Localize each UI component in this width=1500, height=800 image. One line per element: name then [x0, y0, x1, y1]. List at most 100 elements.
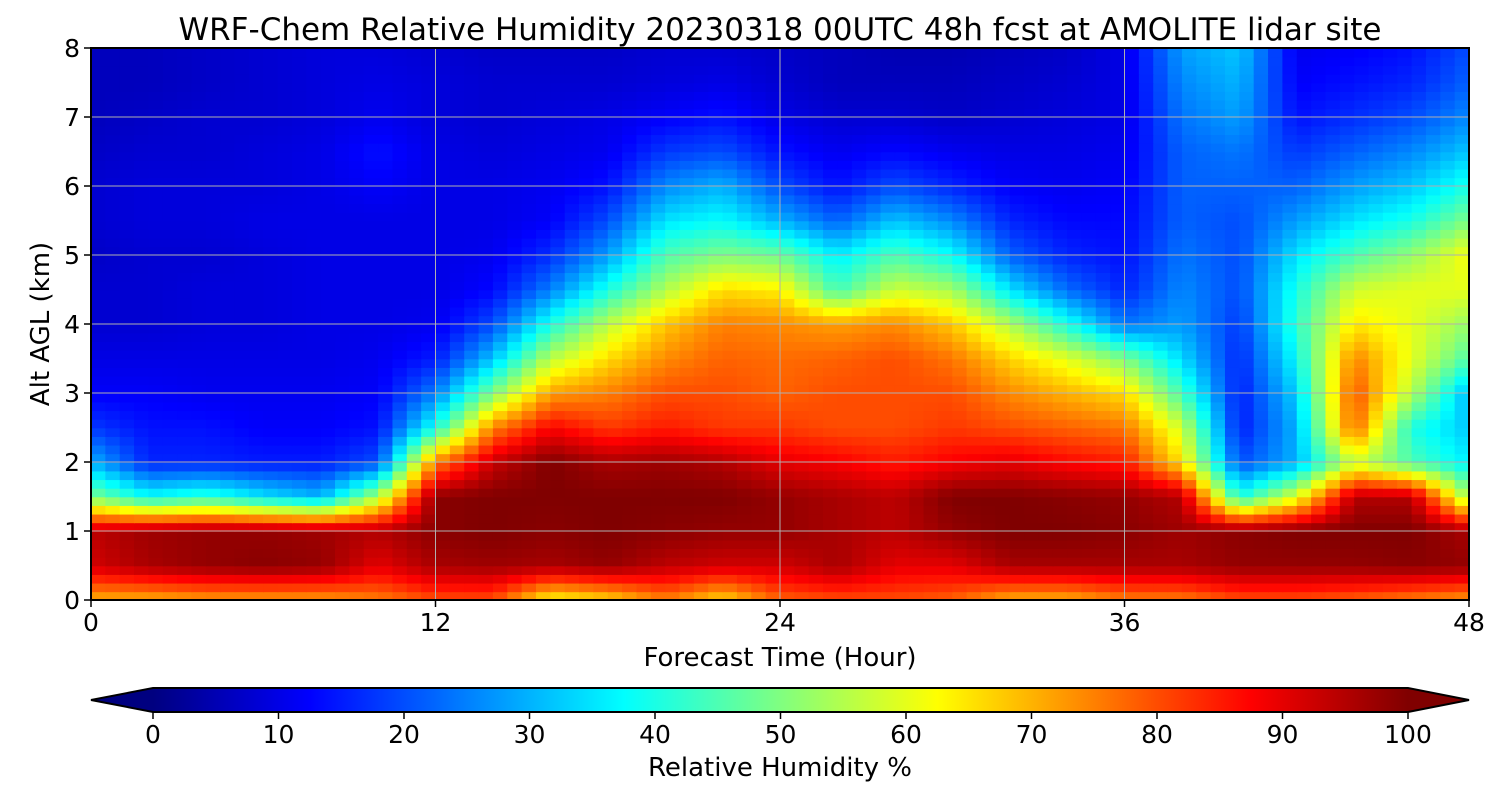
heatmap-cell [1282, 418, 1298, 429]
heatmap-cell [579, 203, 595, 213]
heatmap-cell [923, 418, 939, 429]
heatmap-cell [1153, 470, 1169, 481]
heatmap-cell [650, 479, 666, 489]
heatmap-cell [1024, 548, 1040, 558]
heatmap-cell [119, 272, 135, 282]
heatmap-cell [808, 582, 824, 593]
heatmap-cell [1440, 565, 1456, 575]
heatmap-cell [1440, 237, 1456, 248]
heatmap-cell [435, 194, 451, 205]
heatmap-cell [1282, 194, 1298, 205]
heatmap-cell [909, 358, 925, 368]
heatmap-cell [1052, 246, 1068, 256]
heatmap-cell [306, 177, 322, 187]
heatmap-cell [564, 306, 580, 317]
heatmap-cell [1052, 418, 1068, 429]
heatmap-cell [435, 556, 451, 567]
heatmap-cell [622, 470, 638, 481]
heatmap-cell [1210, 444, 1226, 455]
heatmap-cell [650, 255, 666, 265]
heatmap-cell [708, 349, 724, 360]
heatmap-cell [1181, 246, 1198, 256]
heatmap-cell [248, 393, 265, 403]
heatmap-cell [1282, 479, 1298, 489]
heatmap-cell [966, 487, 982, 498]
heatmap-cell [435, 436, 451, 446]
heatmap-cell [607, 194, 623, 205]
heatmap-cell [851, 151, 867, 161]
heatmap-cell [866, 574, 882, 584]
heatmap-cell [91, 591, 107, 600]
heatmap-cell [263, 289, 279, 299]
heatmap-cell [550, 513, 566, 524]
heatmap-cell [650, 237, 666, 248]
heatmap-cell [378, 513, 394, 524]
heatmap-cell [1397, 462, 1413, 472]
heatmap-cell [177, 548, 193, 558]
heatmap-cell [507, 522, 523, 532]
heatmap-cell [1296, 349, 1312, 360]
heatmap-cell [1296, 384, 1312, 394]
heatmap-cell [1052, 453, 1068, 463]
heatmap-cell [550, 186, 566, 196]
heatmap-cell [894, 539, 910, 550]
heatmap-cell [1253, 556, 1269, 567]
heatmap-cell [780, 255, 796, 265]
heatmap-cell [263, 591, 279, 600]
heatmap-cell [1382, 505, 1399, 515]
heatmap-cell [1454, 194, 1469, 205]
heatmap-cell [105, 194, 121, 205]
heatmap-cell [794, 272, 810, 282]
heatmap-cell [722, 444, 738, 455]
heatmap-cell [1210, 574, 1226, 584]
heatmap-cell [1339, 505, 1355, 515]
heatmap-cell [1167, 582, 1183, 593]
heatmap-cell [148, 272, 164, 282]
heatmap-cell [1296, 177, 1312, 187]
heatmap-cell [736, 203, 753, 213]
heatmap-cell [1339, 375, 1355, 386]
heatmap-cell [435, 591, 451, 600]
heatmap-cell [550, 324, 566, 334]
heatmap-cell [1239, 470, 1255, 481]
heatmap-cell [1138, 358, 1155, 368]
heatmap-cell [335, 574, 351, 584]
heatmap-cell [1038, 436, 1054, 446]
heatmap-cell [1124, 556, 1140, 567]
heatmap-cell [349, 341, 365, 351]
heatmap-cell [1368, 229, 1384, 239]
heatmap-cell [349, 375, 365, 386]
heatmap-cell [1239, 280, 1255, 291]
heatmap-cell [248, 289, 265, 299]
heatmap-cell [1268, 513, 1284, 524]
heatmap-cell [535, 410, 552, 420]
heatmap-cell [837, 306, 853, 317]
heatmap-cell [1339, 255, 1355, 265]
heatmap-cell [1167, 539, 1183, 550]
heatmap-cell [1153, 194, 1169, 205]
heatmap-cell [579, 505, 595, 515]
heatmap-cell [1382, 151, 1399, 161]
heatmap-cell [1296, 160, 1312, 170]
heatmap-cell [851, 393, 867, 403]
heatmap-cell [1110, 246, 1126, 256]
heatmap-cell [291, 151, 308, 161]
heatmap-cell [492, 496, 509, 506]
heatmap-cell [966, 418, 982, 429]
heatmap-cell [1425, 341, 1442, 351]
heatmap-cell [837, 401, 853, 412]
heatmap-cell [1339, 220, 1355, 230]
heatmap-cell [1095, 470, 1111, 481]
heatmap-cell [564, 418, 580, 429]
heatmap-cell [650, 513, 666, 524]
heatmap-cell [823, 272, 839, 282]
heatmap-cell [1095, 401, 1111, 412]
heatmap-cell [1153, 246, 1169, 256]
heatmap-cell [320, 487, 336, 498]
heatmap-cell [894, 263, 910, 274]
heatmap-cell [1038, 384, 1054, 394]
heatmap-cell [1253, 263, 1269, 274]
heatmap-cell [1038, 349, 1054, 360]
heatmap-cell [665, 410, 681, 420]
heatmap-cell [1009, 194, 1025, 205]
